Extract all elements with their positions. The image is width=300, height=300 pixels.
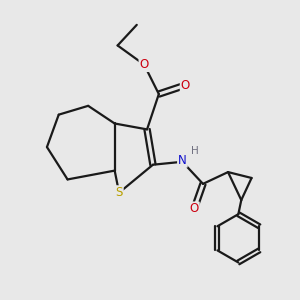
Text: H: H bbox=[191, 146, 199, 157]
Text: O: O bbox=[190, 202, 199, 215]
Text: S: S bbox=[116, 186, 123, 199]
Text: O: O bbox=[140, 58, 149, 71]
Text: O: O bbox=[181, 79, 190, 92]
Text: N: N bbox=[178, 154, 187, 167]
